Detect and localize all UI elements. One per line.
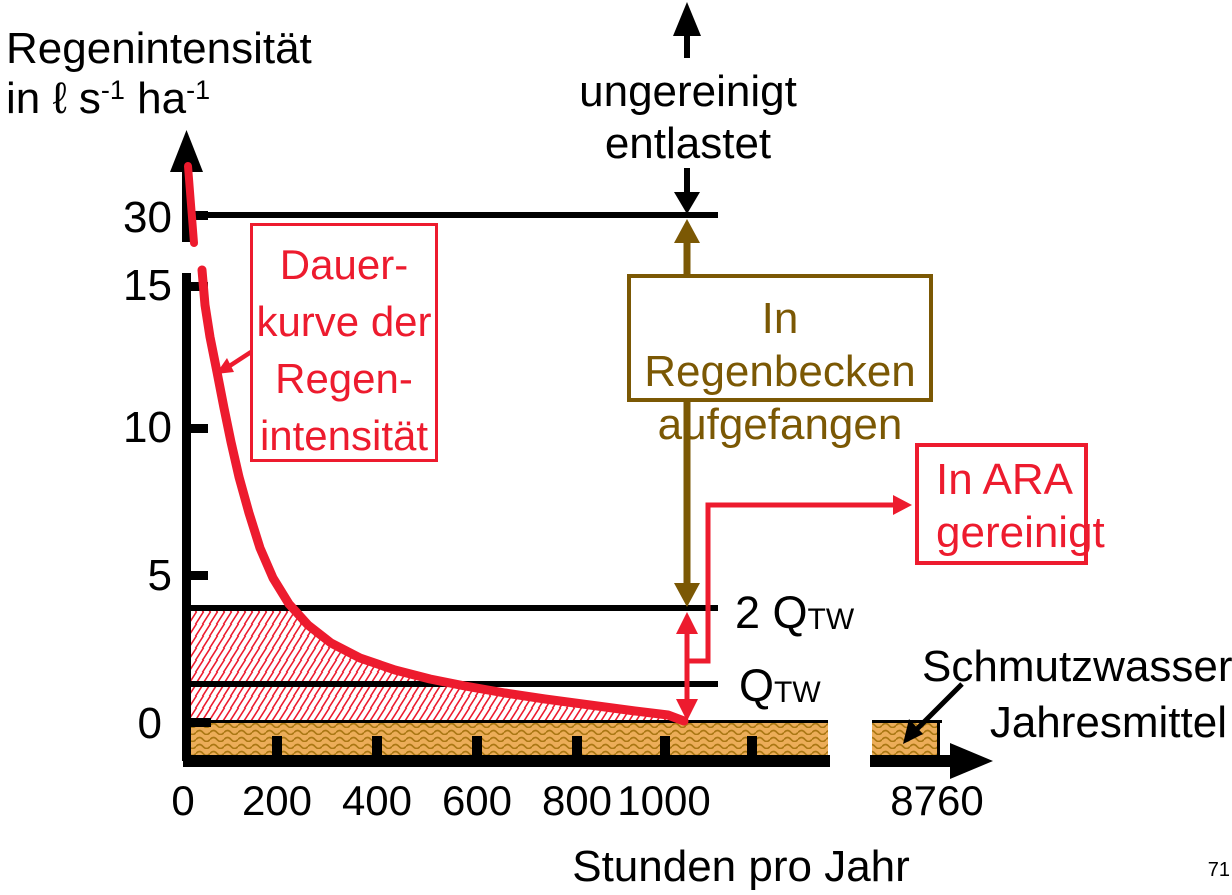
schmutzwasser-label: Schmutzwasser Jahresmittel <box>922 639 1232 751</box>
dauerkurve-label-line1: Dauer- <box>279 241 409 288</box>
line-2qtw <box>191 605 718 611</box>
y-axis-unit-a: in ℓ s <box>6 74 101 123</box>
dauerkurve-pointer-arrow <box>216 350 253 374</box>
y-axis-unit-a-sup: -1 <box>100 75 125 106</box>
y-axis-unit-b-sup: -1 <box>186 75 211 106</box>
label-2qtw: 2 Q TW <box>735 588 854 638</box>
ungereinigt-label: ungereinigt entlastet <box>528 66 848 170</box>
x-tick-600: 600 <box>441 777 513 824</box>
regenbecken-line1: In Regenbecken <box>644 294 916 396</box>
x-tick-200: 200 <box>241 777 313 824</box>
x-tick-400: 400 <box>341 777 413 824</box>
ara-line2: gereinigt <box>936 508 1105 557</box>
regenbecken-line2: aufgefangen <box>657 400 903 449</box>
hatched-ara-area <box>191 607 684 722</box>
schmutzwasser-line2: Jahresmittel <box>989 698 1227 747</box>
ungereinigt-line2: entlastet <box>604 119 772 168</box>
dauerkurve-upper-segment <box>184 162 198 247</box>
regenbecken-box: In Regenbecken aufgefangen <box>627 274 933 449</box>
x-axis <box>183 736 993 779</box>
label-2qtw-main: 2 Q <box>735 587 808 638</box>
label-qtw-sub: TW <box>774 676 821 709</box>
y-tick-30: 30 <box>123 193 172 242</box>
y-axis-title-line1: Regenintensität <box>6 24 312 73</box>
y-tick-15: 15 <box>123 261 172 310</box>
y-axis-title-line2: in ℓ s-1 ha-1 <box>6 74 210 124</box>
line-30 <box>191 212 718 218</box>
schmutzwasser-band-left <box>191 720 828 756</box>
regenbecken-arrow <box>674 219 700 607</box>
x-tick-8760: 8760 <box>890 777 984 824</box>
ungereinigt-arrow <box>673 2 701 214</box>
y-tick-10: 10 <box>123 403 172 452</box>
y-tick-0: 0 <box>137 699 162 748</box>
dauerkurve-label-line2: kurve der <box>256 298 432 345</box>
x-tick-800: 800 <box>541 777 613 824</box>
ungereinigt-line1: ungereinigt <box>579 67 797 116</box>
x-axis-title: Stunden pro Jahr <box>572 842 910 891</box>
y-axis-unit-b: ha <box>124 74 187 123</box>
schmutzwasser-pointer-arrow <box>903 682 964 744</box>
dauerkurve-label-line4: intensität <box>259 412 429 459</box>
ara-arrow <box>676 495 912 721</box>
label-qtw: Q TW <box>739 661 821 711</box>
label-2qtw-sub: TW <box>807 603 855 636</box>
schmutzwasser-line1: Schmutzwasser <box>922 642 1232 691</box>
dauerkurve <box>197 265 689 726</box>
ara-line1: In ARA <box>936 455 1073 504</box>
label-qtw-main: Q <box>739 660 775 711</box>
ara-box: In ARA gereinigt <box>915 443 1105 565</box>
page-number: 71 <box>1207 859 1230 881</box>
dauerkurve-label-line3: Regen- <box>275 355 413 402</box>
x-tick-1000: 1000 <box>617 777 711 824</box>
y-tick-5: 5 <box>147 551 172 600</box>
dauerkurve-label-box: Dauer- kurve der Regen- intensität <box>250 223 438 462</box>
x-tick-0: 0 <box>171 777 195 824</box>
